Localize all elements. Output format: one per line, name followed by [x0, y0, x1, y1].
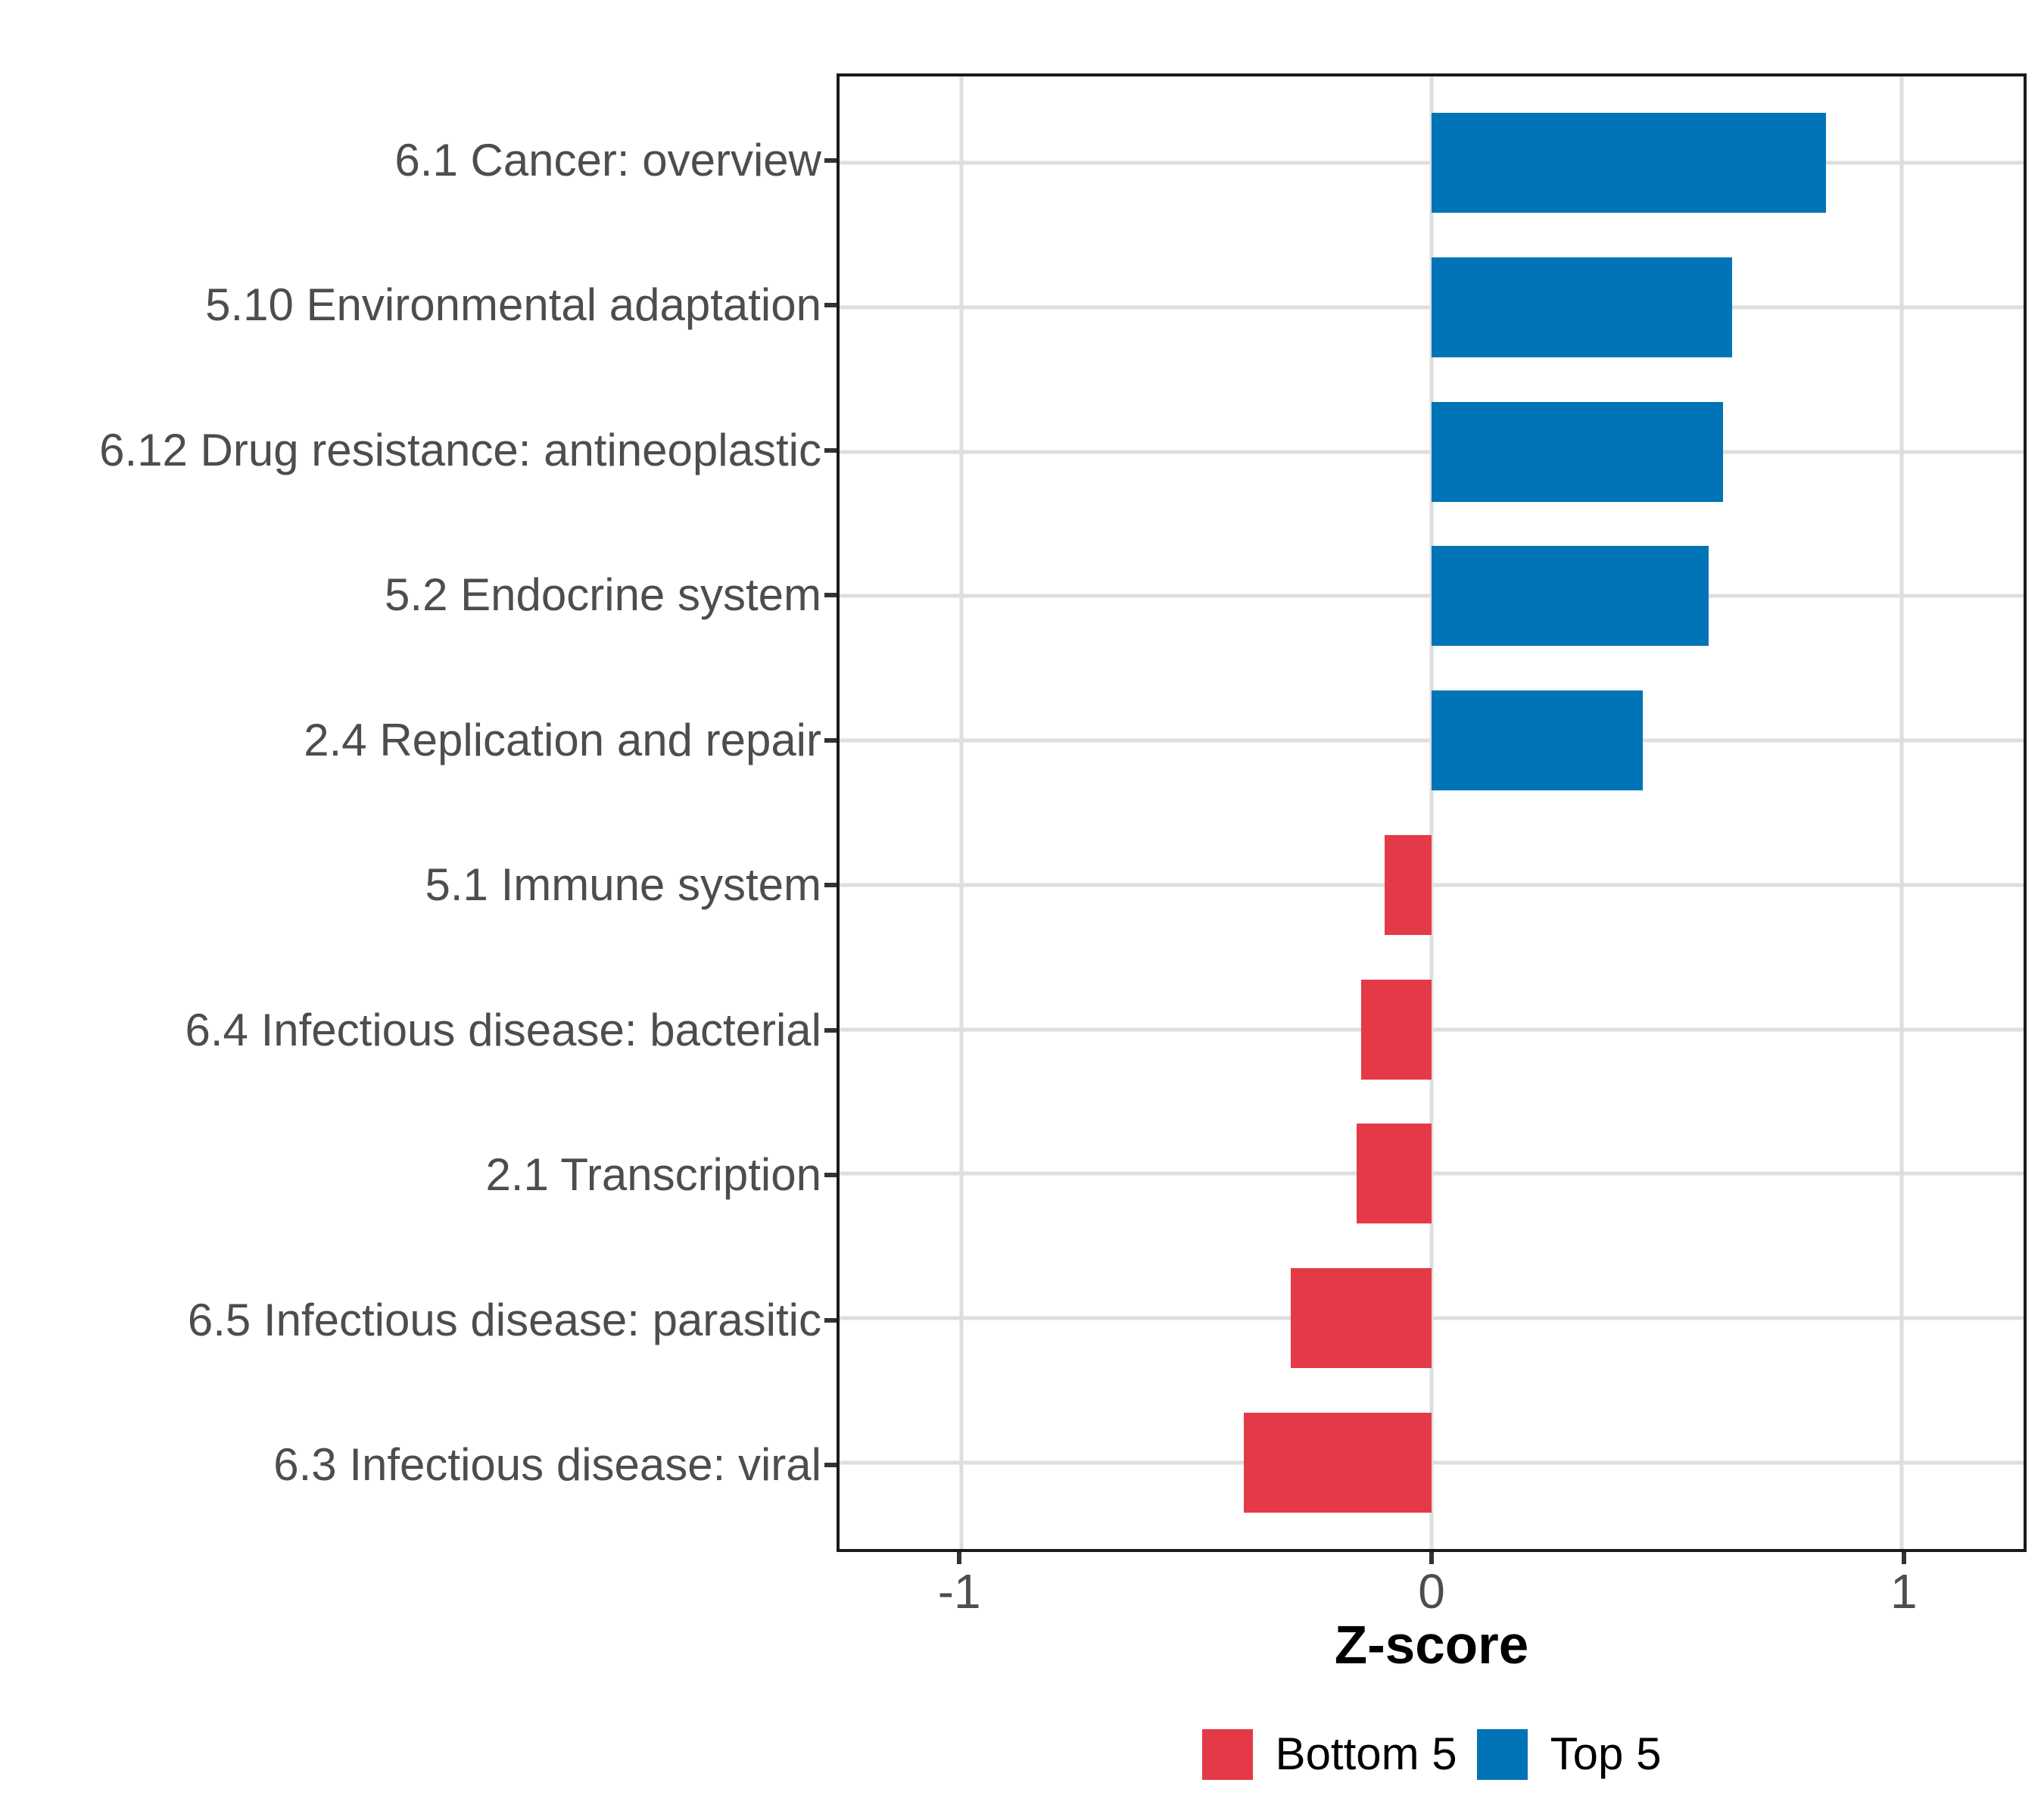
x-axis-tick-label: 1 [1890, 1564, 1918, 1619]
y-axis-tick-mark [824, 737, 837, 743]
y-axis-tick-mark [824, 1463, 837, 1468]
gridline-vertical [1899, 76, 1904, 1549]
y-axis-label: 6.3 Infectious disease: viral [273, 1439, 821, 1491]
y-axis-tick-mark [824, 157, 837, 163]
x-axis-tick-label: 0 [1418, 1564, 1445, 1619]
x-axis-tick-label: -1 [937, 1564, 981, 1619]
y-axis-tick-mark [824, 1173, 837, 1178]
x-axis-tick-mark [1429, 1552, 1434, 1564]
y-axis-label: 6.12 Drug resistance: antineoplastic [99, 424, 821, 475]
y-axis-label: 5.10 Environmental adaptation [205, 279, 821, 331]
y-axis-tick-mark [824, 1317, 837, 1323]
bar-positive [1432, 113, 1827, 213]
bar-negative [1290, 1267, 1432, 1368]
y-axis-tick-mark [824, 593, 837, 598]
plot-panel [837, 73, 2027, 1552]
legend-entry: Bottom 5 [1201, 1728, 1457, 1780]
y-axis-tick-mark [824, 303, 837, 308]
gridline-vertical [959, 76, 964, 1549]
bar-negative [1360, 979, 1432, 1080]
gridline-vertical [1429, 76, 1434, 1549]
legend-label: Bottom 5 [1275, 1728, 1457, 1779]
y-axis-label: 2.4 Replication and repair [304, 714, 821, 765]
bar-positive [1432, 257, 1733, 358]
y-axis-tick-mark [824, 447, 837, 453]
bar-negative [1243, 1412, 1432, 1513]
y-axis-label: 6.1 Cancer: overview [394, 134, 821, 185]
y-axis-label: 5.1 Immune system [425, 859, 821, 911]
y-axis-label: 6.4 Infectious disease: bacterial [185, 1004, 822, 1055]
x-axis-tick-mark [1901, 1552, 1906, 1564]
bar-positive [1432, 690, 1644, 791]
legend: Bottom 5 Top 5 [837, 1727, 2027, 1781]
bar-positive [1432, 546, 1709, 647]
y-axis-label: 5.2 Endocrine system [385, 569, 821, 621]
bar-negative [1356, 1124, 1432, 1224]
bar-positive [1432, 401, 1723, 502]
x-axis-title: Z-score [1334, 1616, 1529, 1675]
legend-label: Top 5 [1550, 1728, 1662, 1779]
legend-color-swatch [1201, 1728, 1253, 1780]
legend-color-swatch [1476, 1728, 1528, 1780]
y-axis-tick-mark [824, 1027, 837, 1033]
y-axis-tick-mark [824, 883, 837, 888]
legend-entry: Top 5 [1476, 1728, 1662, 1780]
y-axis-label: 6.5 Infectious disease: parasitic [187, 1294, 821, 1345]
bar-negative [1384, 834, 1432, 935]
x-axis-tick-mark [957, 1552, 962, 1564]
y-axis-label: 2.1 Transcription [485, 1149, 821, 1201]
